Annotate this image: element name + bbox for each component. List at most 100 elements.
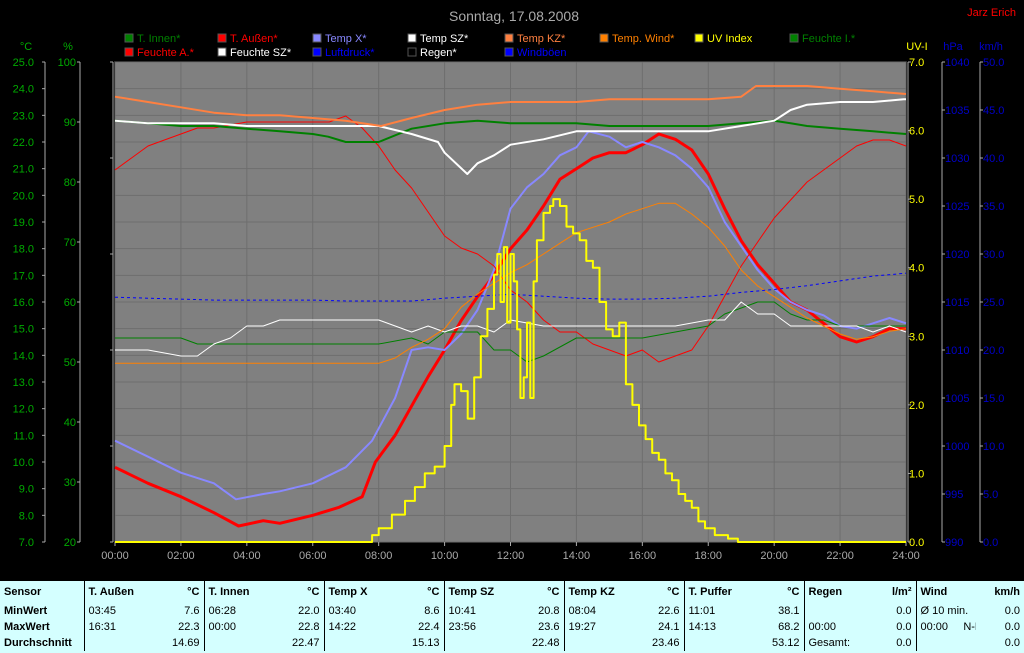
stats-min-time: 03:45	[83, 603, 156, 619]
y-tick-label: 22.0	[13, 137, 34, 149]
y-tick-label: 30.0	[983, 249, 1004, 261]
stats-min: 22.6	[658, 605, 680, 617]
stats-max: 68.2	[778, 621, 800, 633]
y-tick-label: 0.0	[909, 537, 924, 549]
stats-empty	[323, 635, 396, 651]
legend-label: Temp X*	[325, 33, 367, 45]
stats-min: 22.0	[298, 605, 320, 617]
y-tick-label: 40	[64, 417, 76, 429]
y-tick-label: 35.0	[983, 201, 1004, 213]
y-tick-label: 12.0	[13, 404, 34, 416]
legend-swatch	[217, 47, 227, 57]
y-tick-label: 1035	[945, 105, 969, 117]
y-tick-label: 8.0	[19, 510, 34, 522]
y-tick-label: 11.0	[13, 430, 34, 442]
x-tick-label: 24:00	[892, 550, 920, 562]
stats-row-label: MinWert	[4, 605, 48, 617]
x-tick-label: 04:00	[233, 550, 261, 562]
x-tick-label: 14:00	[563, 550, 591, 562]
y-tick-label: 5.0	[983, 489, 998, 501]
stats-wind-max-time-value: 00:00	[920, 621, 949, 633]
stats-wind-dir: N-NO	[963, 621, 976, 633]
y-tick-label: 15.0	[13, 324, 34, 336]
y-tick-label: 7.0	[909, 57, 924, 69]
series-line	[115, 198, 906, 543]
legend-label: Feuchte SZ*	[230, 47, 292, 59]
stats-max: 24.1	[658, 621, 680, 633]
series-line	[114, 85, 907, 127]
series-line	[114, 130, 907, 501]
stats-max: 22.4	[418, 621, 440, 633]
stats-empty	[915, 635, 976, 651]
stats-min: 7.6	[184, 605, 200, 617]
y-tick-label: 1040	[945, 57, 969, 69]
y-tick-label: 10.0	[983, 441, 1004, 453]
y-tick-label: 1025	[945, 201, 969, 213]
stats-avg: 15.13	[411, 637, 440, 649]
legend-swatch	[504, 33, 514, 43]
stats-rain-total-label: Gesamt:	[803, 635, 868, 651]
stats-row-label: Sensor	[4, 586, 42, 598]
stats-empty	[83, 635, 156, 651]
legend-label: Temp. Wind*	[612, 33, 675, 45]
x-tick-label: 16:00	[629, 550, 657, 562]
stats-row-label: Durchschnitt	[4, 637, 72, 649]
stats-col-regen: Regen	[803, 581, 868, 603]
y-tick-label: 2.0	[95, 345, 110, 357]
x-tick-label: 06:00	[299, 550, 327, 562]
y-tick-label: 14.0	[13, 350, 34, 362]
y-tick-label: 2.0	[909, 400, 924, 412]
y-tick-label: 90	[64, 117, 76, 129]
y-tick-label: 1005	[945, 393, 969, 405]
legend-swatch	[217, 33, 227, 43]
x-tick-label: 00:00	[101, 550, 129, 562]
y-tick-label: 18.0	[13, 244, 34, 256]
stats-panel: Sensor T. Außen °C T. Innen °C Temp X °C…	[0, 581, 1024, 653]
stats-max-time: 23:56	[443, 619, 516, 635]
y-tick-label: 45.0	[983, 105, 1004, 117]
stats-col-temp-sz: Temp SZ	[443, 581, 516, 603]
stats-min: 20.8	[538, 605, 560, 617]
y-tick-label: 13.0	[13, 377, 34, 389]
y-tick-label: 25.0	[13, 57, 34, 69]
axes: °C 25.0 24.0 23.0 22.0 21.0 20.0 19.0 18.0 17.0 16…	[13, 41, 1005, 549]
stats-rain-min: 0.0	[896, 605, 912, 617]
y-axis-unit: %	[63, 41, 73, 53]
x-tick-label: 02:00	[167, 550, 195, 562]
legend-label: Temp SZ*	[420, 33, 469, 45]
x-axis: 00:00 02:00 04:00 06:00 08:00 10:00 12:00 14:00…	[101, 542, 920, 562]
y-tick-label: 4.0	[95, 153, 110, 165]
stats-avg: 22.47	[291, 637, 320, 649]
stats-unit: °C	[547, 586, 560, 598]
stats-min-time: 08:04	[563, 603, 636, 619]
stats-unit: °C	[307, 586, 320, 598]
legend-label: UV Index	[707, 33, 753, 45]
stats-max-time: 16:31	[83, 619, 156, 635]
stats-unit: km/h	[994, 586, 1020, 598]
x-tick-label: 08:00	[365, 550, 393, 562]
stats-avg: 14.69	[171, 637, 200, 649]
y-tick-label: 1.0	[909, 468, 924, 480]
y-axis-unit: °C	[20, 41, 32, 53]
stats-min-time: 03:40	[323, 603, 396, 619]
y-tick-label: 50.0	[983, 57, 1004, 69]
y-tick-label: 16.0	[13, 297, 34, 309]
y-axis-unit: UV-I	[906, 41, 927, 53]
x-tick-label: 18:00	[694, 550, 722, 562]
legend-swatch	[694, 33, 704, 43]
y-tick-label: 0.0	[983, 537, 998, 549]
stats-min-time: 10:41	[443, 603, 516, 619]
stats-empty	[683, 635, 756, 651]
y-tick-label: 5.0	[909, 194, 924, 206]
stats-col-temp-x: Temp X	[323, 581, 396, 603]
y-tick-label: 15.0	[983, 393, 1004, 405]
y-tick-label: 990	[945, 537, 963, 549]
y-tick-label: 5.0	[95, 57, 110, 69]
x-tick-label: 10:00	[431, 550, 459, 562]
y-tick-label: 20.0	[13, 190, 34, 202]
stats-avg: 53.12	[771, 637, 800, 649]
chart-title: Sonntag, 17.08.2008	[449, 8, 579, 24]
stats-row-label: MaxWert	[4, 621, 50, 633]
stats-max-time: 14:22	[323, 619, 396, 635]
stats-unit: °C	[427, 586, 440, 598]
